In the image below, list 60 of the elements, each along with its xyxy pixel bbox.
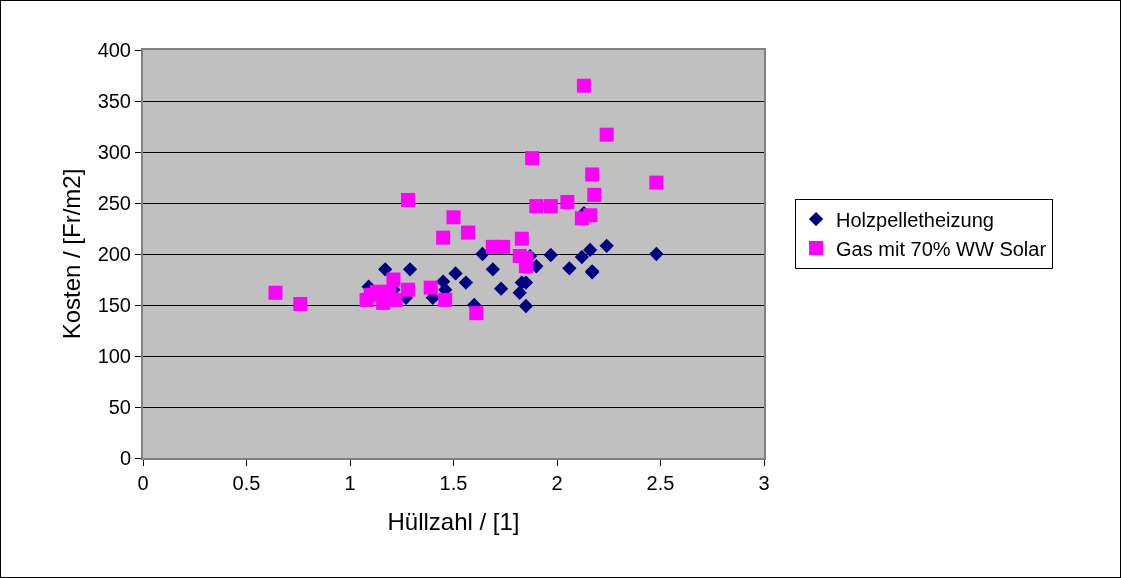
legend-label: Holzpelletheizung xyxy=(836,208,994,231)
point xyxy=(293,296,308,311)
point xyxy=(512,285,527,300)
point xyxy=(436,230,451,245)
point xyxy=(496,239,511,254)
x-tick-label: 0 xyxy=(137,472,149,494)
point xyxy=(469,306,484,321)
x-tick-label: 2 xyxy=(551,472,563,494)
x-tick-label: 1.5 xyxy=(439,472,468,494)
point xyxy=(599,238,614,253)
x-tick-label: 3 xyxy=(758,472,770,494)
point xyxy=(529,199,544,214)
x-tick-label: 2.5 xyxy=(646,472,675,494)
point xyxy=(493,281,509,296)
y-tick-label: 200 xyxy=(97,243,131,265)
point xyxy=(446,210,461,225)
point xyxy=(400,192,415,207)
point xyxy=(574,249,589,265)
y-tick-label: 0 xyxy=(119,447,131,469)
point xyxy=(448,266,463,281)
point xyxy=(402,262,418,277)
x-axis-title: Hüllzahl / [1] xyxy=(387,507,520,535)
point xyxy=(649,246,664,262)
x-tick-label: 1 xyxy=(344,472,356,494)
point xyxy=(583,208,598,223)
point xyxy=(543,247,558,263)
point xyxy=(378,262,393,277)
y-axis-title: Kosten / [Fr/m2] xyxy=(58,168,86,340)
y-tick-label: 50 xyxy=(108,396,131,418)
point xyxy=(518,298,534,314)
point xyxy=(585,167,600,182)
point xyxy=(518,259,533,274)
point xyxy=(576,78,591,93)
point xyxy=(599,127,614,142)
x-tick-label: 0.5 xyxy=(232,472,261,494)
point xyxy=(562,261,577,276)
point xyxy=(386,272,401,287)
legend-label: Gas mit 70% WW Solar xyxy=(836,237,1047,260)
point xyxy=(525,151,540,166)
point xyxy=(514,231,529,246)
point xyxy=(400,282,415,297)
point xyxy=(485,262,500,277)
point xyxy=(268,285,283,300)
y-tick-label: 100 xyxy=(97,345,131,367)
point xyxy=(438,292,453,307)
y-tick-label: 350 xyxy=(97,90,131,112)
point xyxy=(460,225,475,240)
y-tick-label: 250 xyxy=(97,192,131,214)
point xyxy=(560,194,575,209)
point xyxy=(458,275,474,290)
point xyxy=(475,246,490,262)
y-tick-label: 400 xyxy=(97,39,131,61)
y-tick-label: 150 xyxy=(97,294,131,316)
point xyxy=(543,199,558,214)
y-tick-label: 300 xyxy=(97,141,131,163)
point xyxy=(388,292,403,307)
point xyxy=(423,280,438,295)
point xyxy=(587,187,602,202)
point xyxy=(582,242,598,258)
point xyxy=(649,175,664,190)
